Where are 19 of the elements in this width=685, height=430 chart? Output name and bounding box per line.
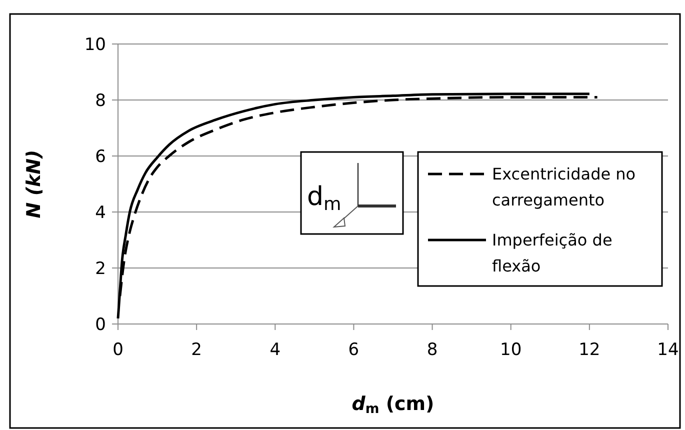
- x-tick-label: 12: [578, 340, 600, 360]
- y-tick-label: 0: [95, 314, 106, 335]
- y-tick-label: 2: [95, 258, 106, 279]
- x-tick-label: 14: [657, 340, 679, 360]
- x-tick-label: 10: [500, 340, 522, 360]
- x-axis-title: d$_{m}$ (cm): [352, 393, 434, 418]
- x-tick-label: 8: [426, 340, 438, 360]
- y-tick-label: 8: [95, 90, 106, 111]
- x-tick-label: 2: [191, 340, 202, 360]
- y-tick-label: 6: [95, 146, 106, 167]
- y-tick-label: 4: [95, 202, 106, 223]
- x-tick-label: 0: [112, 340, 124, 360]
- x-tick-label: 6: [348, 340, 360, 360]
- legend-label: Imperfeição de flexão: [492, 230, 612, 276]
- annotation: d$_{m}$: [307, 182, 342, 214]
- x-tick-label: 4: [270, 340, 281, 360]
- legend-label: Excentricidade no carregamento: [492, 164, 636, 210]
- y-axis-title: N (kN): [23, 150, 45, 218]
- y-tick-label: 10: [84, 34, 106, 55]
